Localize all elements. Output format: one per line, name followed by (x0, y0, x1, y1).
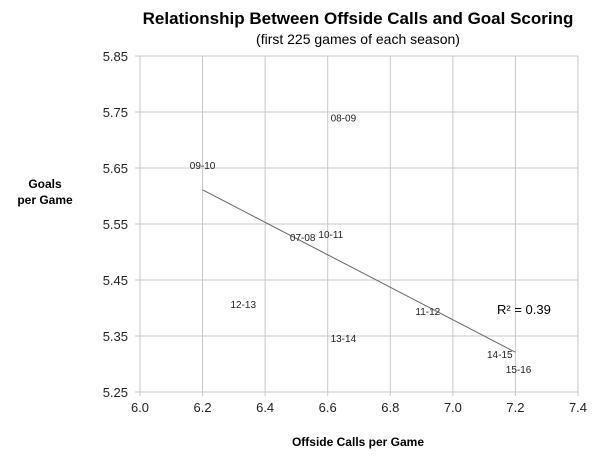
y-tick-label: 5.65 (103, 161, 128, 176)
y-tick-label: 5.85 (103, 49, 128, 64)
y-tick-label: 5.35 (103, 329, 128, 344)
trendline (202, 189, 516, 353)
y-tick-label: 5.25 (103, 385, 128, 400)
data-point-label: 10-11 (318, 230, 343, 241)
data-point-label: 12-13 (230, 300, 256, 311)
data-point-label: 08-09 (331, 114, 357, 125)
y-tick-label: 5.45 (103, 273, 128, 288)
chart-subtitle: (first 225 games of each season) (256, 31, 460, 47)
data-point-label: 15-16 (506, 365, 532, 376)
x-tick-label: 6.8 (381, 400, 399, 415)
data-point-label: 11-12 (415, 307, 440, 318)
x-tick-label: 7.2 (506, 400, 524, 415)
data-point-label: 07-08 (290, 233, 316, 244)
x-tick-label: 6.6 (319, 400, 337, 415)
x-tick-label: 7.4 (569, 400, 587, 415)
x-tick-label: 6.4 (256, 400, 274, 415)
x-tick-label: 6.2 (194, 400, 212, 415)
x-tick-label: 6.0 (131, 400, 149, 415)
y-tick-label: 5.55 (103, 217, 128, 232)
r-squared-label: R² = 0.39 (497, 302, 551, 317)
chart-title: Relationship Between Offside Calls and G… (143, 9, 574, 28)
x-axis-label: Offside Calls per Game (292, 435, 424, 449)
data-point-label: 14-15 (487, 350, 513, 361)
x-tick-label: 7.0 (444, 400, 462, 415)
y-axis-label-line1: Goals (28, 177, 62, 191)
y-axis-label-line2: per Game (17, 193, 73, 207)
data-point-label: 09-10 (190, 161, 216, 172)
y-tick-label: 5.75 (103, 105, 128, 120)
data-point-label: 13-14 (331, 334, 357, 345)
